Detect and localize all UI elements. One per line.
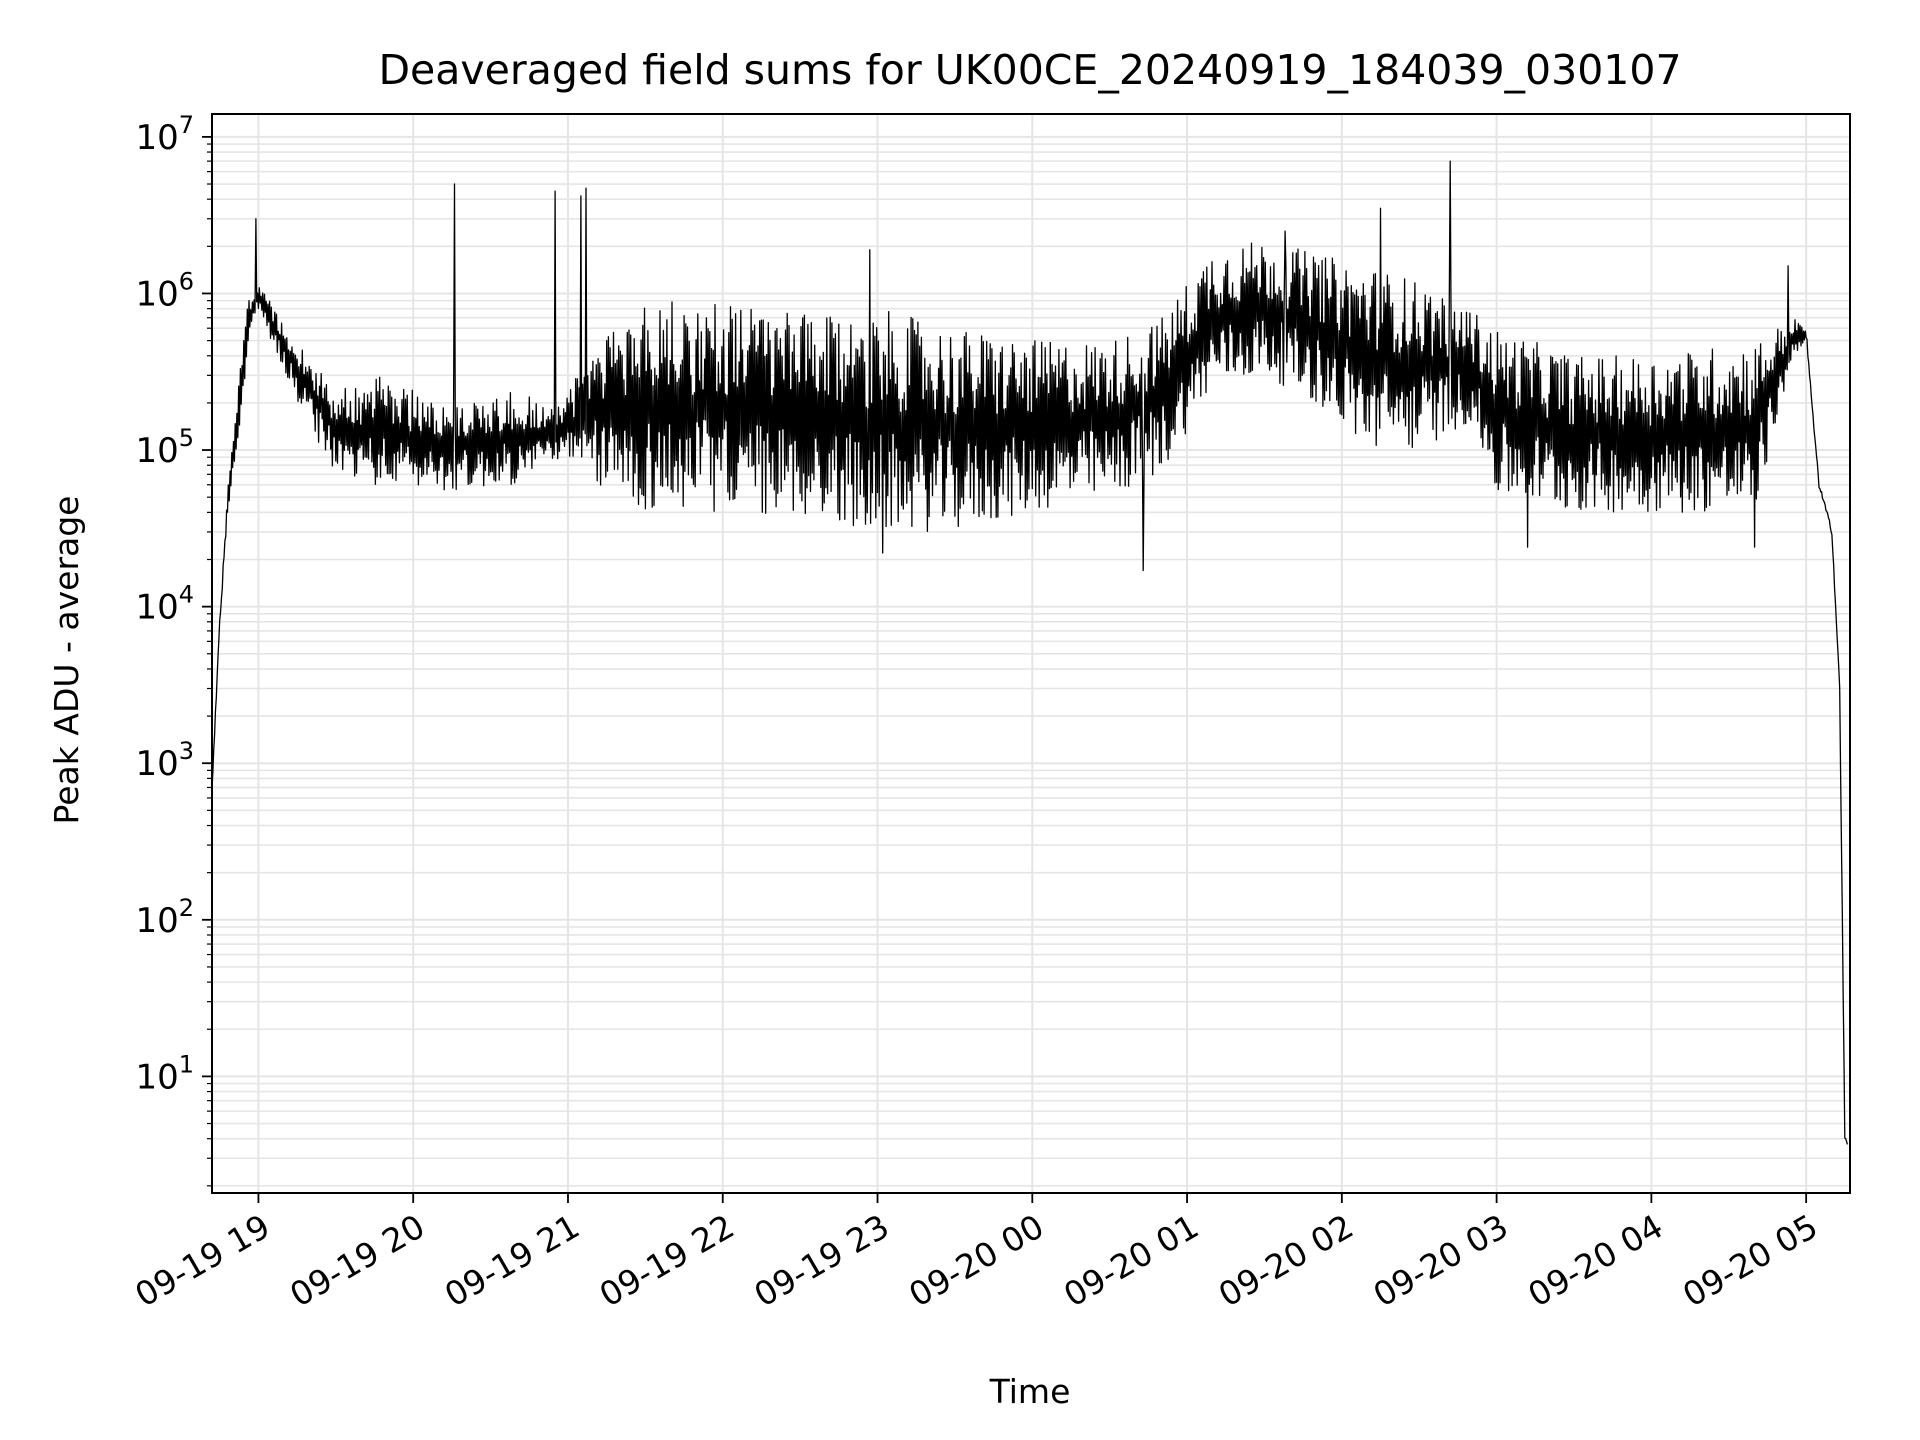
grid — [212, 114, 1850, 1193]
y-tick-label: 104 — [135, 581, 194, 628]
data-layer — [212, 160, 1849, 1145]
y-tick-label: 102 — [135, 894, 194, 941]
x-axis-label: Time — [989, 1372, 1071, 1411]
y-tick-label: 107 — [135, 111, 194, 158]
y-tick-label: 105 — [135, 424, 194, 471]
y-tick-label: 106 — [135, 267, 194, 314]
chart-title: Deaveraged field sums for UK00CE_2024091… — [378, 46, 1681, 94]
y-tick-label: 101 — [135, 1050, 194, 1097]
y-axis-label: Peak ADU - average — [47, 496, 86, 825]
y-tick-label: 103 — [135, 737, 194, 784]
data-series-line — [212, 160, 1849, 1145]
